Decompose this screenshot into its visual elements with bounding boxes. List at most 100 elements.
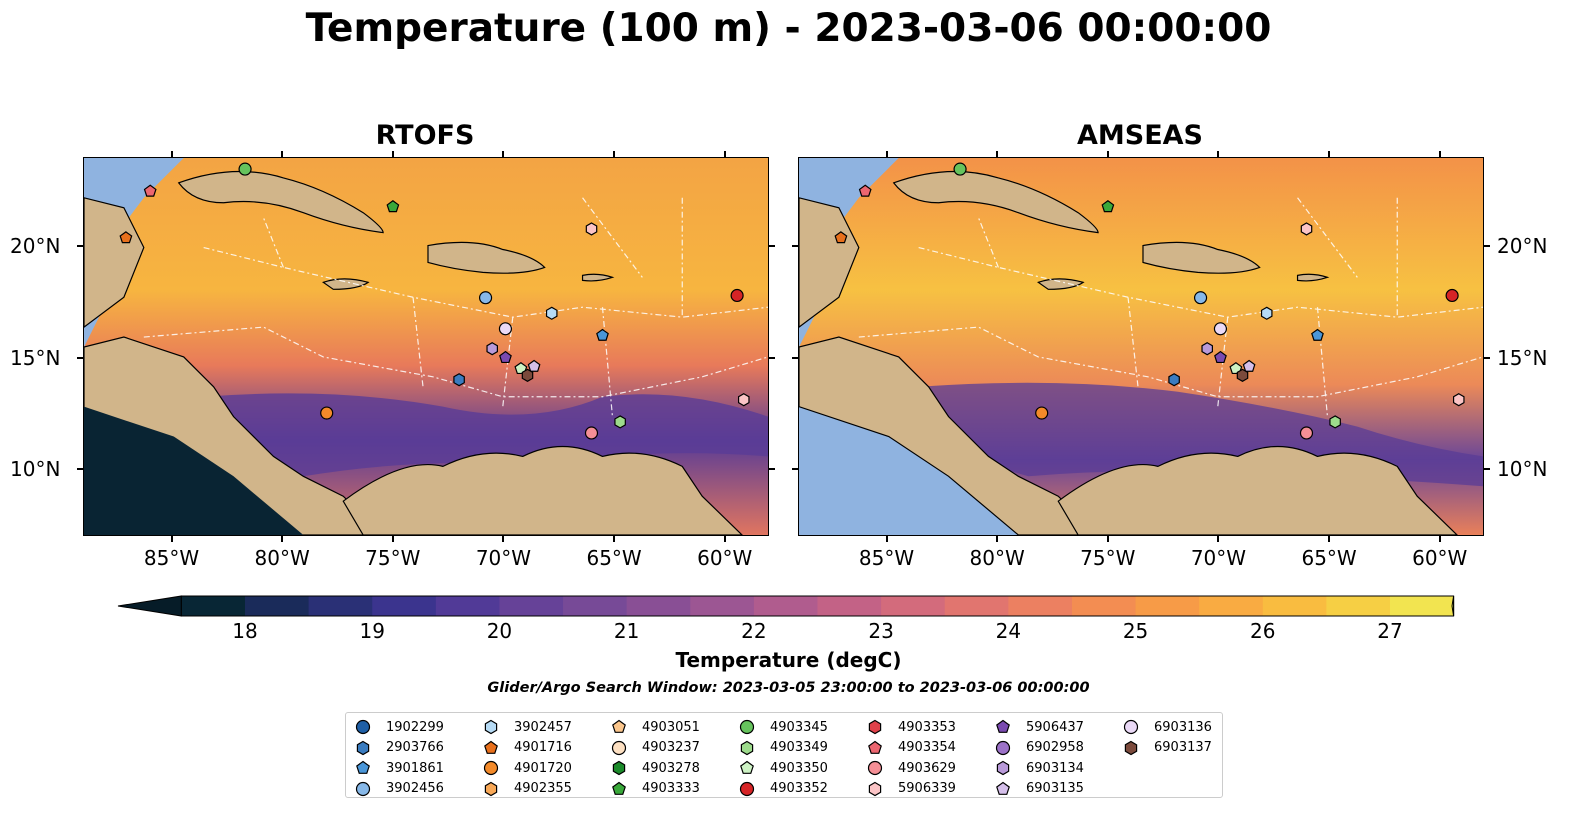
legend-marker-4903353[interactable] <box>868 720 882 735</box>
legend-marker-4903333[interactable] <box>612 781 626 795</box>
float-marker-6903135[interactable] <box>527 359 541 372</box>
legend-marker-4903051[interactable] <box>612 720 626 734</box>
float-marker-4903333[interactable] <box>1101 200 1115 213</box>
float-marker-4903629[interactable] <box>584 426 599 440</box>
float-marker-3902457[interactable] <box>545 306 558 320</box>
legend-marker-6903134[interactable] <box>996 761 1010 776</box>
legend-marker-4903352[interactable] <box>739 781 755 796</box>
float-marker-3902456[interactable] <box>1193 291 1208 305</box>
legend-marker-4903237[interactable] <box>611 740 627 755</box>
float-marker-4903350[interactable] <box>1229 361 1243 375</box>
float-marker-6903137[interactable] <box>521 368 534 383</box>
legend-marker-4903350[interactable] <box>740 761 754 775</box>
float-marker-4901720[interactable] <box>320 406 334 420</box>
float-marker-6903136[interactable] <box>1213 322 1228 336</box>
x-tick-mark <box>996 151 999 157</box>
float-marker-4903350[interactable] <box>514 361 528 375</box>
y-tick-mark <box>769 468 775 471</box>
legend-marker-5906437[interactable] <box>996 720 1010 734</box>
hexagon-marker-icon <box>1124 740 1138 755</box>
x-tick-mark <box>723 151 726 157</box>
legend-marker-4902355[interactable] <box>484 781 498 796</box>
float-marker-4903349[interactable] <box>1329 415 1341 429</box>
legend-marker-4901720[interactable] <box>483 761 499 776</box>
float-marker-6903134[interactable] <box>1201 342 1213 356</box>
legend-item-4903354: 4903354 <box>866 738 994 759</box>
colorbar-tick-label: 24 <box>995 619 1022 643</box>
float-marker-4903352[interactable] <box>730 288 744 303</box>
float-marker-6903137[interactable] <box>1236 368 1249 383</box>
float-marker-2903766[interactable] <box>1168 373 1180 387</box>
puerto-rico-land <box>1296 273 1330 282</box>
cool-water-band <box>203 393 768 477</box>
colorbar-tick-label: 26 <box>1250 619 1276 643</box>
legend-marker-4901716[interactable] <box>484 740 498 754</box>
legend-label: 1902299 <box>386 719 444 735</box>
legend-marker-3901861[interactable] <box>356 761 370 775</box>
legend-marker-3902456[interactable] <box>355 781 371 796</box>
float-marker-3902457[interactable] <box>1260 306 1273 320</box>
float-marker-6903135[interactable] <box>1242 359 1256 372</box>
colorbar-tick-label: 23 <box>868 619 894 643</box>
legend-label: 4903237 <box>642 740 700 756</box>
float-marker-4903333[interactable] <box>386 200 400 213</box>
legend-marker-6903137[interactable] <box>1124 740 1138 755</box>
legend-marker-4903345[interactable] <box>739 720 755 735</box>
float-marker-5906437[interactable] <box>1214 350 1227 364</box>
colorbar-segment <box>563 596 628 616</box>
colorbar-segment <box>1071 596 1137 616</box>
legend-marker-4903354[interactable] <box>868 740 882 754</box>
legend-marker-6902958[interactable] <box>995 740 1011 755</box>
float-marker-4903345[interactable] <box>238 162 252 176</box>
float-marker-4903345[interactable] <box>953 162 967 176</box>
legend-marker-5906339[interactable] <box>868 781 882 796</box>
colorbar-segment <box>817 596 882 616</box>
legend-item-4903051: 4903051 <box>610 717 738 738</box>
float-legend: 1902299 2903766 3901861 3902456 3902457 49017… <box>345 712 1223 798</box>
legend-item-4903345: 4903345 <box>738 717 866 738</box>
float-marker-4901716[interactable] <box>119 231 133 244</box>
float-marker-4903629[interactable] <box>1299 426 1314 440</box>
float-marker-6903136[interactable] <box>498 322 513 336</box>
float-marker-3901861[interactable] <box>1311 328 1324 341</box>
amseas-map[interactable] <box>798 157 1484 536</box>
legend-marker-2903766[interactable] <box>356 740 370 755</box>
legend-label: 6903137 <box>1154 740 1212 756</box>
legend-marker-1902299[interactable] <box>355 720 371 735</box>
float-marker-3902456[interactable] <box>478 291 493 305</box>
float-marker-5906339[interactable] <box>1300 222 1313 236</box>
float-marker-4903354[interactable] <box>143 184 157 197</box>
circle-marker-icon <box>739 720 755 735</box>
x-tick-mark <box>1217 151 1220 157</box>
pacific-water <box>799 406 1019 535</box>
legend-marker-6903135[interactable] <box>996 781 1010 795</box>
colorbar-segment <box>308 596 373 616</box>
float-marker-4903352[interactable] <box>1445 288 1459 303</box>
y-tick-mark <box>1484 468 1490 471</box>
y-tick-mark <box>769 356 775 359</box>
float-marker-5906437[interactable] <box>499 350 512 364</box>
float-marker-4901716[interactable] <box>834 231 848 244</box>
float-marker-4901720[interactable] <box>1035 406 1049 420</box>
legend-marker-4903278[interactable] <box>612 761 626 776</box>
panel-title-rtofs: RTOFS <box>375 120 475 151</box>
float-marker-5906339[interactable] <box>585 222 598 236</box>
float-marker-6903134[interactable] <box>486 342 498 356</box>
legend-marker-6903136[interactable] <box>1123 720 1139 735</box>
legend-label: 4901716 <box>514 740 572 756</box>
float-marker-2903766[interactable] <box>453 373 465 387</box>
legend-marker-4903629[interactable] <box>867 761 883 776</box>
x-tick-mark <box>613 536 616 542</box>
float-marker-4903349[interactable] <box>614 415 626 429</box>
float-marker-5906339[interactable] <box>1452 393 1465 407</box>
legend-marker-4903349[interactable] <box>740 740 754 755</box>
rtofs-map[interactable] <box>83 157 769 536</box>
legend-item-4903350: 4903350 <box>738 758 866 779</box>
colorbar-segment <box>1262 596 1327 616</box>
hexagon-marker-icon <box>356 740 370 755</box>
float-marker-3901861[interactable] <box>596 328 609 341</box>
float-marker-5906339[interactable] <box>737 393 750 407</box>
float-marker-4903354[interactable] <box>858 184 872 197</box>
legend-item-5906437: 5906437 <box>994 717 1122 738</box>
legend-marker-3902457[interactable] <box>484 720 498 735</box>
